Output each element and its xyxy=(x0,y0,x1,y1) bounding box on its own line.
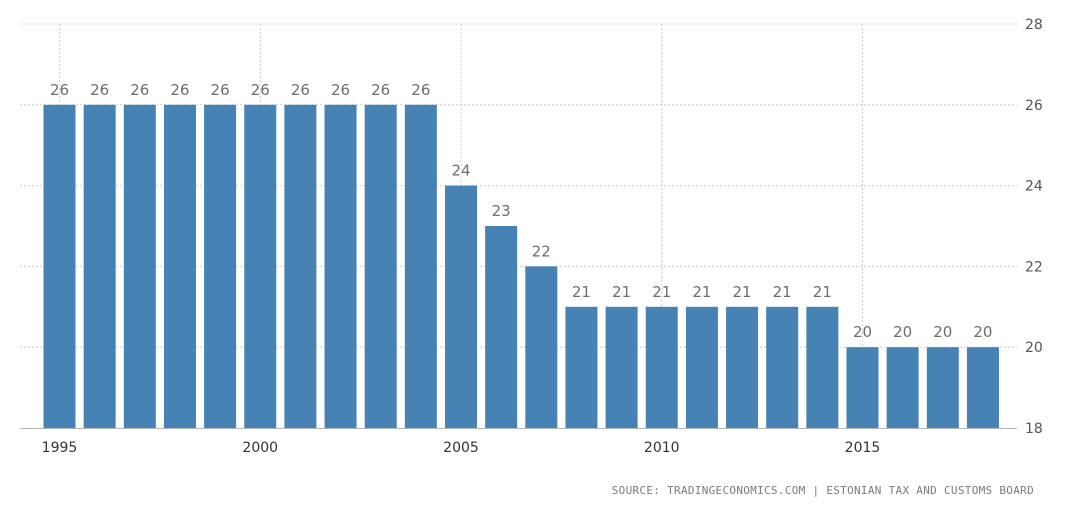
data-label-2003: 26 xyxy=(371,81,390,99)
data-labels: 26 26 26 26 26 26 26 26 26 26 24 23 22 21 21 21 21 21 21 21… xyxy=(50,81,993,341)
y-tick-label: 22 xyxy=(1025,259,1043,275)
data-label-2017: 20 xyxy=(933,323,952,341)
x-tick-label: 2015 xyxy=(845,440,881,456)
x-tick-label: 2005 xyxy=(443,440,479,456)
data-label-2001: 26 xyxy=(291,81,310,99)
data-label-2000: 26 xyxy=(251,81,270,99)
source-credit: SOURCE: TRADINGECONOMICS.COM | ESTONIAN … xyxy=(611,484,1034,497)
data-label-2014: 21 xyxy=(813,283,832,301)
data-label-2009: 21 xyxy=(612,283,631,301)
bars xyxy=(43,104,999,429)
bar-2012 xyxy=(726,306,759,428)
data-label-2002: 26 xyxy=(331,81,350,99)
data-label-2013: 21 xyxy=(773,283,792,301)
data-label-1996: 26 xyxy=(90,81,109,99)
data-label-2012: 21 xyxy=(733,283,752,301)
bar-2011 xyxy=(685,306,718,428)
bar-2016 xyxy=(886,347,919,428)
bar-2002 xyxy=(324,104,357,429)
y-tick-label: 24 xyxy=(1025,179,1043,195)
bar-1995 xyxy=(43,104,76,429)
bar-2009 xyxy=(605,306,638,428)
data-label-2018: 20 xyxy=(973,323,992,341)
bar-2006 xyxy=(485,226,518,428)
y-axis: 18 20 22 24 26 28 xyxy=(1025,17,1043,437)
data-label-2008: 21 xyxy=(572,283,591,301)
x-axis: 1995 2000 2005 2010 2015 xyxy=(20,428,1017,456)
bar-2014 xyxy=(806,306,839,428)
bar-2013 xyxy=(766,306,799,428)
bar-2015 xyxy=(846,347,879,428)
data-label-2004: 26 xyxy=(411,81,430,99)
data-label-1999: 26 xyxy=(211,81,230,99)
data-label-2006: 23 xyxy=(492,202,511,220)
y-tick-label: 18 xyxy=(1025,421,1043,437)
bar-2000 xyxy=(244,104,277,429)
bar-2003 xyxy=(364,104,397,429)
bar-2017 xyxy=(926,347,959,428)
y-tick-label: 26 xyxy=(1025,98,1043,114)
y-tick-label: 20 xyxy=(1025,340,1043,356)
bar-2005 xyxy=(445,185,477,428)
x-tick-label: 2010 xyxy=(644,440,680,456)
data-label-2005: 24 xyxy=(451,162,470,180)
data-label-2011: 21 xyxy=(692,283,711,301)
bar-2004 xyxy=(404,104,437,429)
data-label-1998: 26 xyxy=(170,81,189,99)
data-label-2010: 21 xyxy=(652,283,671,301)
bar-1997 xyxy=(123,104,156,429)
x-tick-label: 1995 xyxy=(42,440,78,456)
bar-1996 xyxy=(83,104,116,429)
y-tick-label: 28 xyxy=(1025,17,1043,33)
data-label-2015: 20 xyxy=(853,323,872,341)
bar-2001 xyxy=(284,104,317,429)
bar-2008 xyxy=(565,306,598,428)
bar-2010 xyxy=(645,306,678,428)
bar-1998 xyxy=(163,104,196,429)
data-label-1995: 26 xyxy=(50,81,69,99)
bar-1999 xyxy=(204,104,237,429)
data-label-2016: 20 xyxy=(893,323,912,341)
bar-2018 xyxy=(966,347,999,428)
data-label-2007: 22 xyxy=(532,242,551,260)
bar-2007 xyxy=(525,266,558,428)
x-tick-label: 2000 xyxy=(242,440,278,456)
data-label-1997: 26 xyxy=(130,81,149,99)
